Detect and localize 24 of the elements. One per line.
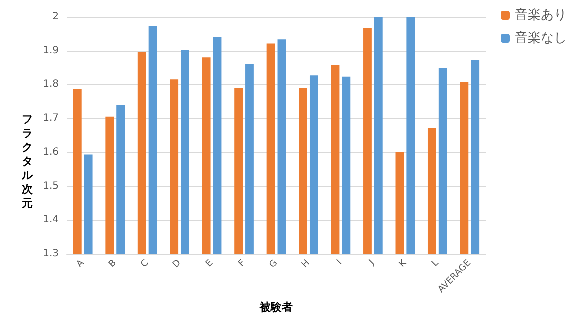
x-axis-title: 被験者 <box>259 300 293 314</box>
x-tick-label: G <box>268 258 280 270</box>
y-tick-label: 1.5 <box>43 180 59 192</box>
legend-label: 音楽なし <box>515 31 567 46</box>
x-tick-label: F <box>237 258 248 270</box>
y-tick-label: 1.8 <box>43 79 59 90</box>
x-tick-label: J <box>367 258 377 268</box>
y-tick-label: 1.4 <box>43 214 59 226</box>
y-axis-title: フラクタル次元 <box>21 113 34 210</box>
y-tick-label: 2 <box>52 12 59 22</box>
y-tick-label: 1.7 <box>43 113 59 124</box>
x-tick-label: B <box>107 258 119 270</box>
x-tick-label: K <box>398 258 410 270</box>
x-tick-label: I <box>336 258 344 268</box>
x-tick-label: E <box>204 258 216 270</box>
y-tick-label: 1.9 <box>43 45 59 56</box>
x-tick-label: C <box>140 258 152 270</box>
y-tick-label: 1.3 <box>43 248 59 260</box>
x-tick-label: H <box>300 258 312 270</box>
x-tick-label: A <box>75 258 88 270</box>
x-tick-label: D <box>171 258 184 270</box>
legend-label: 音楽あり <box>515 8 567 23</box>
y-tick-label: 1.6 <box>43 146 59 158</box>
x-tick-label: L <box>430 258 442 270</box>
